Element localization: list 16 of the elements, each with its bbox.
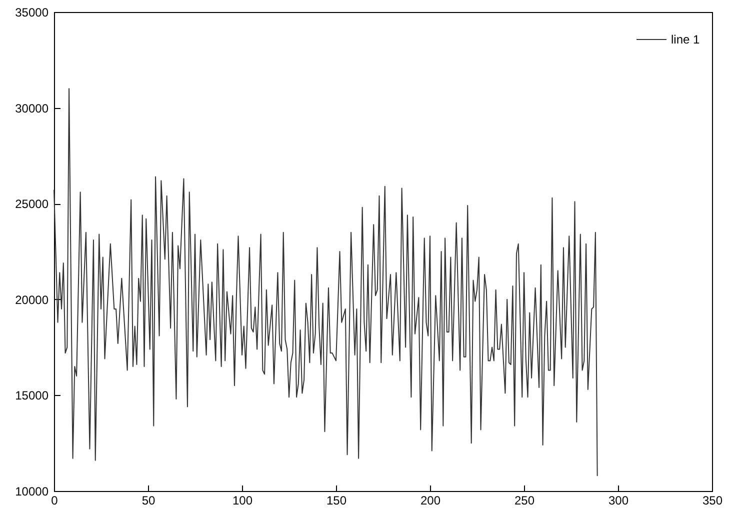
legend-label: line 1 [671,32,700,46]
x-tick-label: 300 [608,494,629,508]
y-tick-label: 25000 [15,197,49,212]
x-tick-label: 0 [51,494,58,508]
y-tick-label: 10000 [15,484,49,498]
y-tick-label: 35000 [15,6,49,20]
y-tick-label: 15000 [15,388,49,403]
y-tick-label: 20000 [15,292,49,307]
x-tick-label: 100 [232,494,253,508]
x-tick-label: 50 [142,494,156,508]
x-tick-label: 350 [702,494,723,508]
y-tick-label: 30000 [15,101,49,116]
line-series [54,88,598,476]
x-tick-label: 150 [326,494,347,508]
x-tick-label: 250 [514,494,535,508]
x-tick-label: 200 [420,494,441,508]
